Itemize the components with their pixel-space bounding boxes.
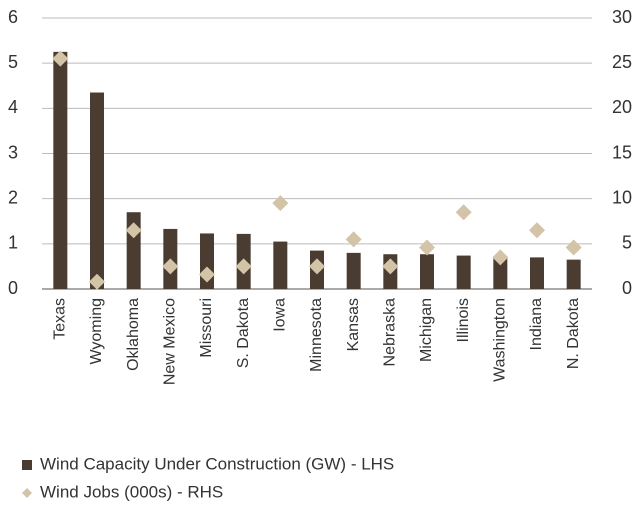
bar bbox=[273, 241, 288, 289]
bar bbox=[53, 51, 68, 289]
x-tick-label: Minnesota bbox=[308, 298, 325, 372]
bar bbox=[346, 252, 361, 289]
x-tick-label: New Mexico bbox=[162, 298, 179, 385]
bar bbox=[530, 257, 544, 289]
y2-tick-label: 25 bbox=[612, 52, 632, 72]
diamond bbox=[382, 258, 399, 275]
y-tick-label: 4 bbox=[8, 97, 18, 117]
x-tick-label: Kansas bbox=[345, 298, 362, 351]
y-tick-label: 5 bbox=[8, 52, 18, 72]
y-tick-label: 0 bbox=[8, 278, 18, 298]
diamond bbox=[419, 239, 435, 256]
x-tick-label: Texas bbox=[52, 298, 69, 340]
diamond bbox=[235, 258, 252, 275]
diamond bbox=[345, 231, 362, 248]
bar bbox=[493, 256, 508, 289]
diamond bbox=[89, 273, 105, 290]
y2-tick-label: 15 bbox=[612, 142, 632, 162]
y-tick-label: 2 bbox=[8, 187, 18, 207]
y2-tick-label: 0 bbox=[622, 278, 632, 298]
diamond bbox=[492, 249, 509, 266]
x-tick-label: Indiana bbox=[528, 298, 545, 351]
y-tick-label: 1 bbox=[8, 233, 18, 253]
x-tick-label: Nebraska bbox=[382, 298, 399, 367]
x-tick-label: Washington bbox=[492, 298, 509, 382]
x-tick-label: Oklahoma bbox=[125, 298, 142, 371]
diamond bbox=[565, 239, 582, 256]
diamond bbox=[162, 258, 179, 275]
x-tick-label: Iowa bbox=[272, 298, 289, 332]
y2-tick-label: 10 bbox=[612, 187, 632, 207]
diamond bbox=[309, 258, 325, 275]
diamond bbox=[199, 266, 215, 283]
x-tick-label: Michigan bbox=[418, 298, 435, 362]
diamond bbox=[529, 222, 545, 239]
legend-swatch bbox=[22, 488, 32, 498]
y2-tick-label: 20 bbox=[612, 97, 632, 117]
diamond bbox=[52, 50, 69, 67]
diamond bbox=[125, 222, 142, 239]
bar bbox=[456, 255, 471, 289]
y-tick-label: 6 bbox=[8, 7, 18, 27]
diamond bbox=[455, 204, 472, 221]
diamond bbox=[272, 195, 289, 212]
y2-tick-label: 30 bbox=[612, 7, 632, 27]
bar bbox=[420, 254, 434, 289]
y-tick-label: 3 bbox=[8, 142, 18, 162]
x-tick-label: Missouri bbox=[198, 298, 215, 358]
bar bbox=[566, 259, 581, 289]
x-tick-label: Illinois bbox=[455, 298, 472, 342]
legend-swatch bbox=[22, 460, 32, 470]
x-tick-label: N. Dakota bbox=[565, 298, 582, 369]
x-tick-label: Wyoming bbox=[88, 298, 105, 365]
bar bbox=[90, 92, 104, 290]
legend-label: Wind Capacity Under Construction (GW) - … bbox=[40, 454, 394, 473]
x-tick-label: S. Dakota bbox=[235, 298, 252, 368]
legend-label: Wind Jobs (000s) - RHS bbox=[40, 482, 223, 501]
y2-tick-label: 5 bbox=[622, 233, 632, 253]
